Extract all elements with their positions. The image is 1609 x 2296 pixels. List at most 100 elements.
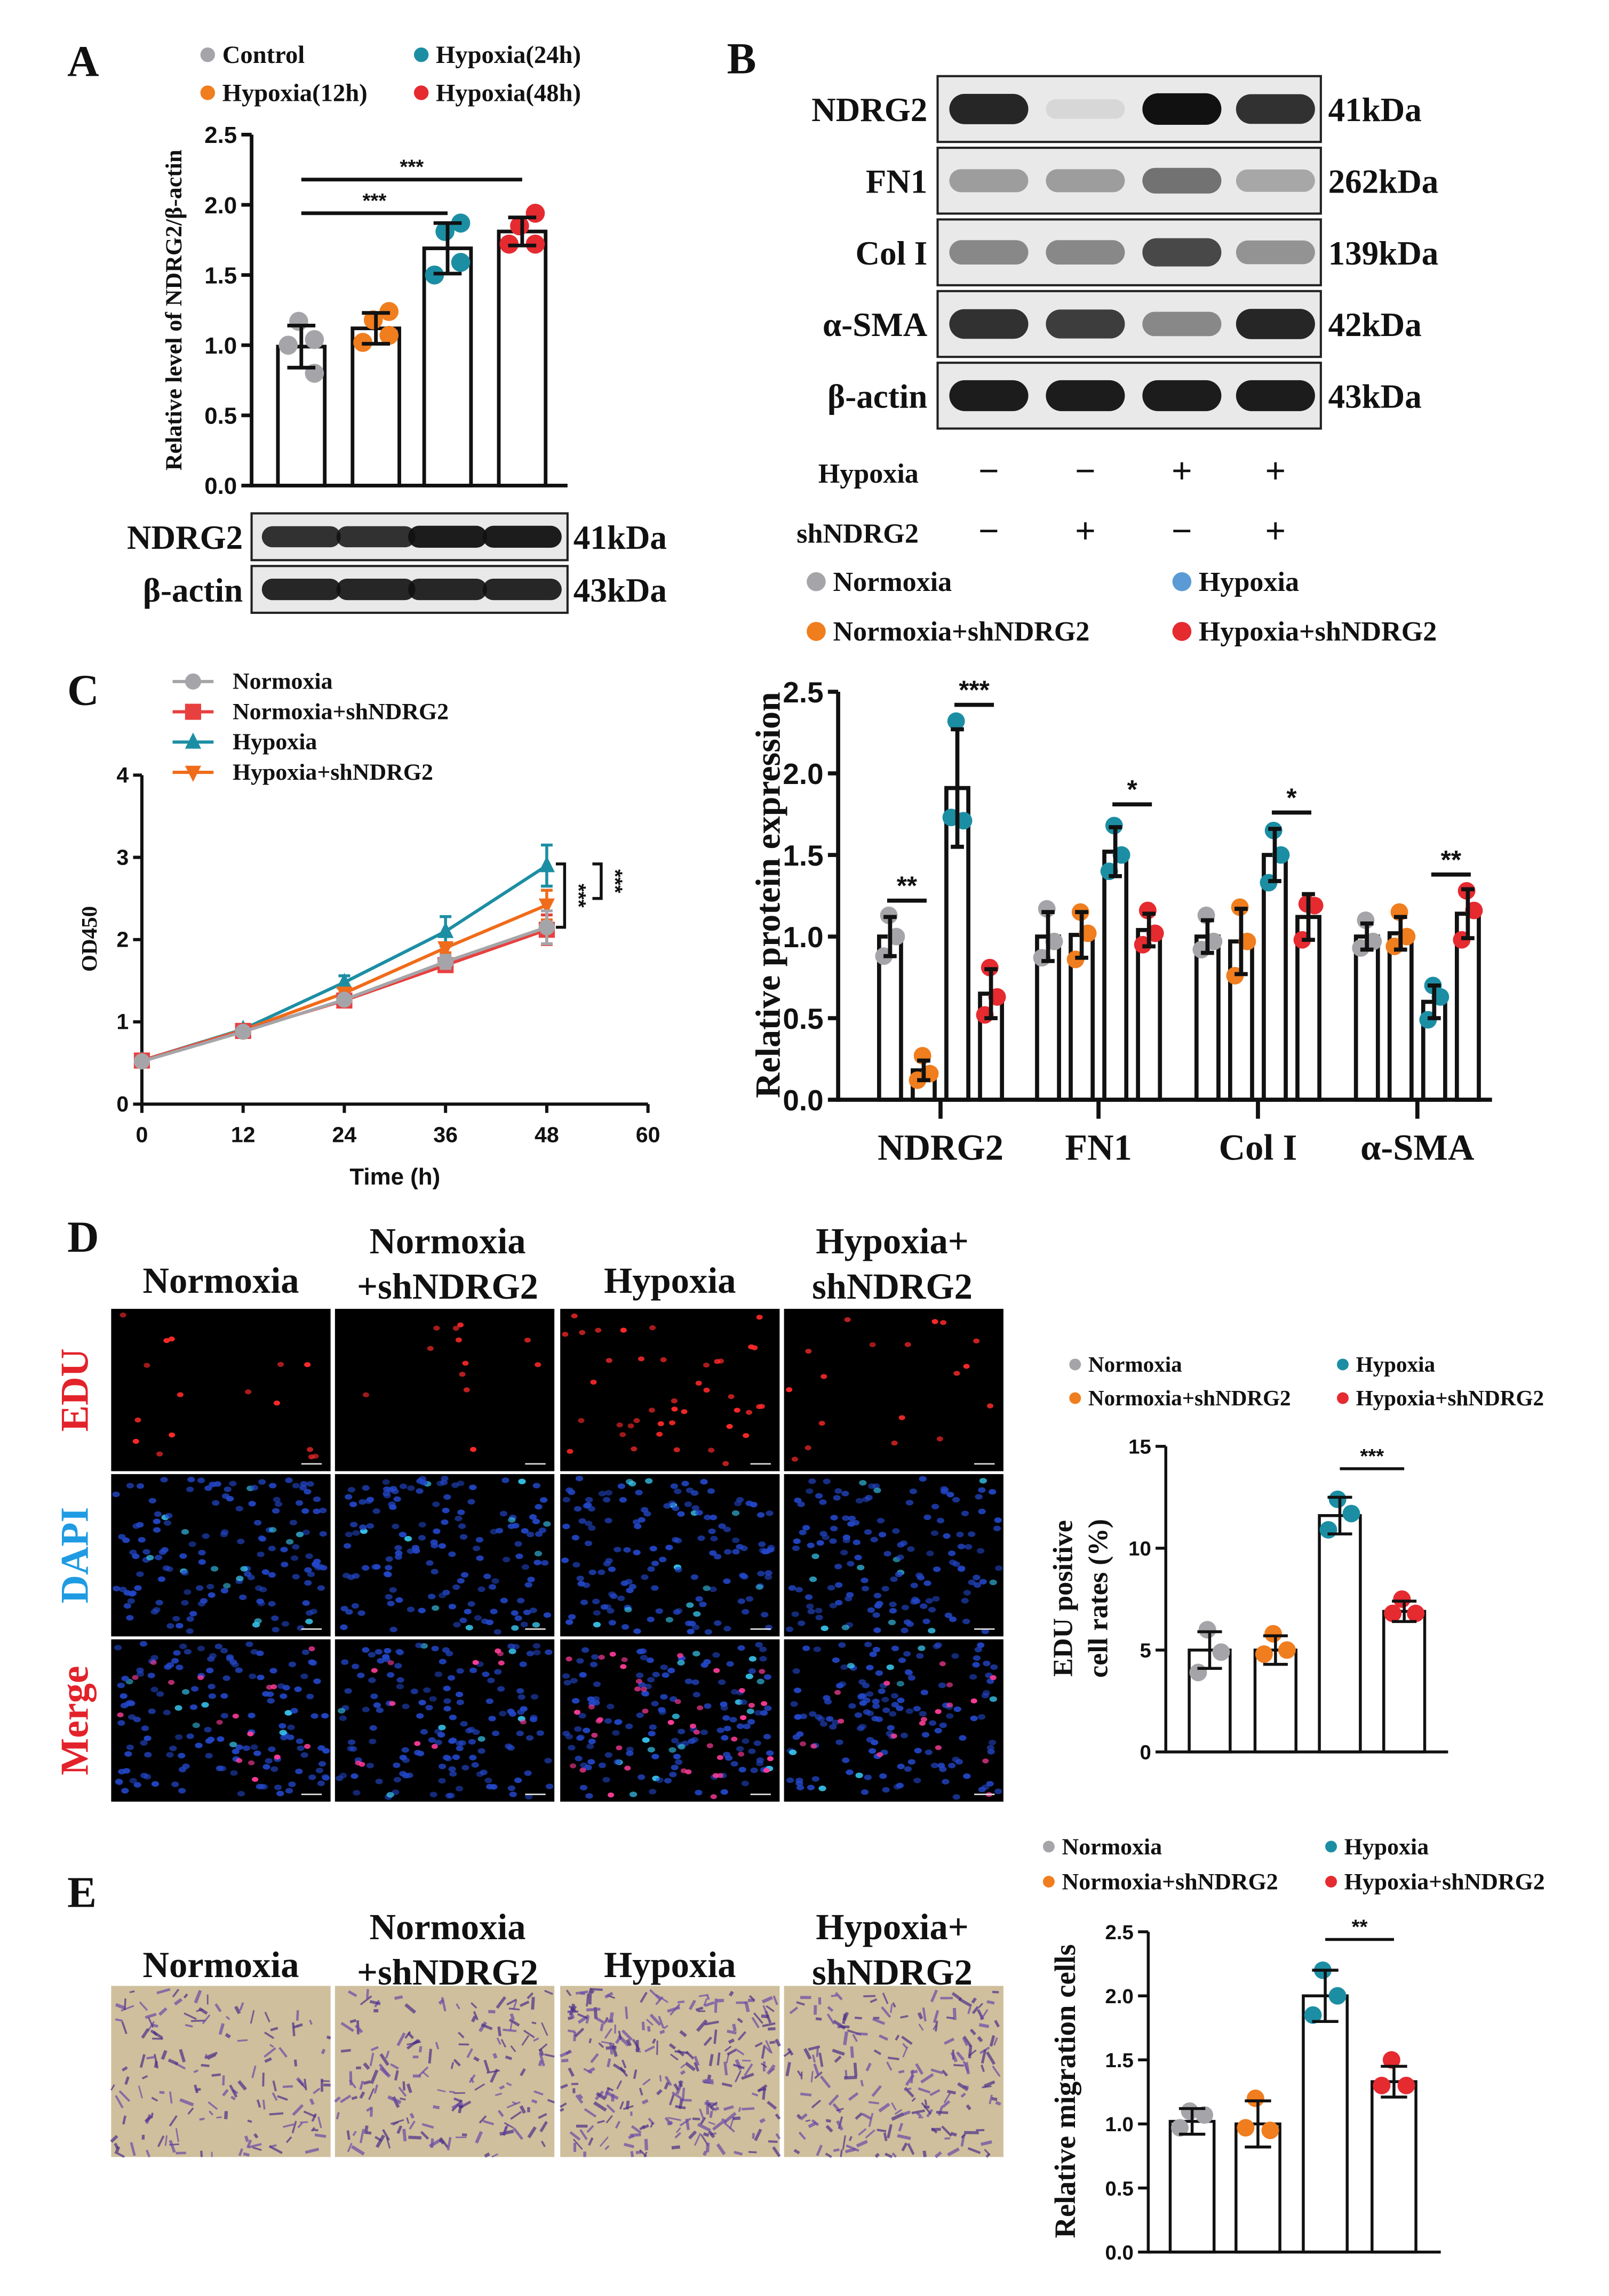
migrated-cell	[951, 1991, 962, 2001]
migrated-cell	[588, 2038, 592, 2044]
nucleus	[674, 1566, 682, 1573]
nucleus	[257, 1551, 265, 1557]
nucleus	[736, 1746, 744, 1752]
nucleus	[723, 1526, 731, 1532]
nucleus	[904, 1766, 912, 1772]
migrated-cell	[272, 2092, 278, 2101]
edu-positive-nucleus	[520, 1719, 527, 1725]
migrated-cell	[981, 2065, 985, 2073]
nucleus	[704, 1703, 712, 1709]
nucleus	[257, 1601, 266, 1606]
migrated-cell	[152, 2023, 158, 2028]
nucleus	[755, 1642, 763, 1648]
nucleus	[625, 1723, 633, 1730]
migrated-cell	[659, 2029, 665, 2035]
nucleus	[926, 1550, 934, 1556]
migrated-cell	[713, 2029, 718, 2044]
migrated-cell	[409, 2113, 415, 2119]
nucleus	[402, 1757, 410, 1763]
migrated-cell	[390, 2063, 399, 2070]
migrated-cell	[153, 2030, 158, 2036]
migrated-cell	[831, 1994, 837, 1997]
nucleus	[981, 1628, 989, 1635]
blot-band	[1142, 93, 1222, 125]
migrated-cell	[761, 2014, 769, 2019]
nucleus	[545, 1783, 554, 1789]
migrated-cell	[169, 2115, 178, 2127]
y-tick-label: 4	[116, 763, 129, 787]
nucleus	[535, 1503, 543, 1510]
migrated-cell	[688, 2130, 697, 2140]
migrated-cell	[484, 2152, 490, 2158]
nucleus	[842, 1757, 850, 1763]
bar-group	[1382, 1590, 1427, 1754]
migrated-cell	[609, 2042, 614, 2055]
nucleus	[811, 1776, 819, 1782]
nucleus	[585, 1521, 593, 1526]
migrated-cell	[769, 2041, 776, 2044]
nucleus	[467, 1726, 475, 1732]
nucleus	[865, 1494, 873, 1501]
migrated-cell	[147, 2021, 155, 2031]
nucleus	[339, 1715, 347, 1721]
x-tick-label: Col I	[1219, 1127, 1297, 1167]
nucleus	[662, 1672, 670, 1678]
migrated-cell	[147, 2017, 154, 2028]
nucleus	[753, 1740, 761, 1746]
migrated-cell	[971, 2006, 979, 2014]
nucleus	[359, 1524, 367, 1530]
edu-positive-nucleus	[891, 1441, 898, 1446]
migrated-cell	[190, 2019, 205, 2022]
migrated-cell	[971, 1997, 977, 2004]
legend-marker	[200, 85, 216, 100]
nucleus	[819, 1721, 828, 1727]
nucleus	[124, 1751, 132, 1757]
nucleus	[604, 1752, 612, 1758]
nucleus	[541, 1560, 549, 1566]
nucleus	[790, 1701, 798, 1707]
nucleus	[665, 1617, 673, 1623]
nucleus	[635, 1490, 643, 1495]
migrated-cell	[651, 2038, 656, 2044]
migrated-cell	[702, 2079, 714, 2085]
nucleus	[237, 1791, 245, 1797]
migrated-cell	[246, 2139, 252, 2149]
nucleus	[289, 1519, 297, 1525]
nucleus	[545, 1649, 553, 1655]
migrated-cell	[796, 2114, 802, 2119]
nucleus	[708, 1529, 716, 1534]
nucleus	[968, 1531, 976, 1537]
migrated-cell	[904, 2087, 912, 2091]
migrated-cell	[201, 2063, 210, 2067]
migrated-cell	[510, 2111, 522, 2120]
nucleus	[416, 1488, 424, 1494]
nucleus	[287, 1724, 295, 1731]
nucleus	[961, 1598, 969, 1604]
nucleus	[623, 1547, 631, 1553]
edu-positive-nucleus	[973, 1338, 980, 1343]
nucleus	[157, 1576, 166, 1582]
nucleus	[477, 1586, 485, 1592]
nucleus	[576, 1575, 584, 1581]
nucleus	[598, 1569, 606, 1575]
nucleus	[621, 1624, 630, 1630]
migrated-cell	[497, 2109, 504, 2117]
migrated-cell	[616, 2080, 623, 2090]
edu-positive-nucleus	[791, 1457, 798, 1462]
migrated-cell	[157, 2135, 165, 2147]
nucleus	[671, 1764, 679, 1771]
nucleus	[750, 1501, 758, 1508]
nucleus	[582, 1582, 591, 1588]
nucleus	[132, 1523, 140, 1529]
migrated-cell	[495, 2092, 503, 2097]
migrated-cell	[744, 2001, 750, 2012]
significance-label: ***	[400, 156, 424, 179]
condition-sign: +	[1265, 510, 1286, 550]
nucleus	[292, 1544, 300, 1550]
nucleus	[304, 1580, 312, 1586]
nucleus	[404, 1535, 412, 1542]
nucleus	[440, 1479, 448, 1485]
migrated-cell	[965, 2062, 970, 2075]
migrated-cell	[264, 2047, 276, 2058]
significance-label: ***	[567, 884, 590, 908]
